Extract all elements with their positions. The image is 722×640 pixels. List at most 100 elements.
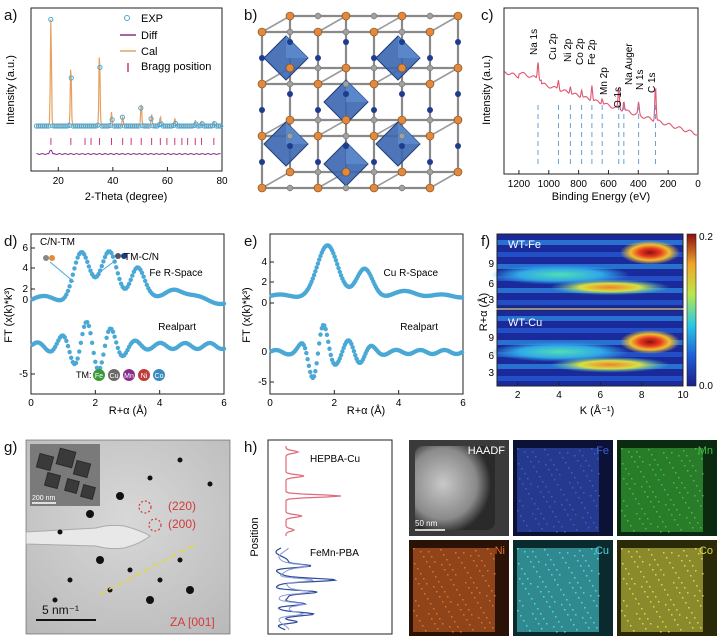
panel-i-map-speckle [452, 569, 454, 571]
panel-f-xtick-label: 10 [677, 390, 689, 401]
panel-i-map-speckle [439, 596, 441, 598]
panel-i-map-speckle [586, 475, 588, 477]
panel-i-map-speckle [530, 461, 532, 463]
panel-a-exp-point [148, 116, 154, 122]
panel-i-element-map [413, 548, 495, 632]
panel-f-ylabel: R+α (Å) [477, 293, 490, 331]
panel-i-map-speckle [585, 460, 587, 462]
panel-b-metal-atom [425, 131, 435, 141]
panel-f-blob [550, 279, 670, 296]
panel-d-real-point [89, 340, 95, 346]
panel-i-map-speckle [665, 604, 667, 606]
panel-i-map-speckle [449, 564, 451, 566]
panel-i-map-speckle [574, 477, 576, 479]
panel-i-map-speckle [695, 448, 697, 450]
panel-i-map-speckle [564, 631, 566, 633]
panel-i-map-speckle [629, 488, 631, 490]
panel-i-map-speckle [427, 598, 429, 600]
panel-d-rspace-point [221, 301, 227, 306]
panel-b-metal-atom [313, 79, 323, 89]
panel-d-real-point [62, 335, 67, 340]
panel-i-map-speckle [642, 623, 644, 625]
panel-i-map-speckle [685, 502, 687, 504]
panel-e-frame [269, 233, 464, 395]
panel-i-map-speckle [473, 582, 475, 584]
panel-i-map-speckle [462, 599, 464, 601]
panel-label-1: b) [244, 7, 257, 24]
panel-a-xtick-label: 60 [162, 176, 174, 187]
panel-i-map-speckle [530, 561, 532, 563]
panel-d-rspace-point [85, 259, 90, 265]
panel-d-xtick-label: 6 [221, 398, 227, 409]
panel-i-map-speckle [463, 552, 465, 554]
panel-e-real-point [338, 352, 344, 358]
panel-e-ytick-label: 0 [261, 347, 267, 358]
panel-i-map-speckle [572, 487, 574, 489]
panel-i-map-speckle [527, 456, 529, 458]
panel-i-map-speckle [625, 568, 627, 570]
panel-b-nitrogen-atom [399, 39, 405, 45]
panel-i-map-speckle [673, 582, 675, 584]
panel-i-map-speckle [687, 570, 689, 572]
panel-i-map-speckle [684, 587, 686, 589]
panel-i-map-speckle [554, 501, 556, 503]
panel-i-map-speckle [540, 491, 542, 493]
panel-c-peak-label: N 1s [635, 69, 646, 90]
panel-label-6: g) [4, 439, 17, 456]
panel-i-map-speckle [537, 608, 539, 610]
panel-i-map-speckle [575, 492, 577, 494]
panel-e-real-point [327, 346, 332, 351]
panel-i-map-speckle [633, 530, 635, 532]
panel-i-map-speckle [626, 483, 628, 485]
panel-i-map-speckle [480, 607, 482, 609]
panel-e-real-point [315, 351, 321, 356]
panel-a-frame [30, 7, 223, 172]
panel-i-map-speckle [556, 569, 558, 571]
panel-e-xtick-label: 2 [332, 398, 338, 409]
panel-g-beam-stop [25, 524, 151, 550]
panel-e-rspace-point [333, 258, 339, 263]
panel-d-frame [30, 233, 225, 395]
panel-i-map-speckle [538, 623, 540, 625]
panel-i-map-speckle [635, 498, 637, 500]
panel-i-map-speckle [528, 493, 530, 495]
panel-i-map-speckle [656, 511, 658, 513]
panel-i-map-speckle [532, 513, 534, 515]
panel-i-map-speckle [593, 500, 595, 502]
panel-i-map-speckle [660, 469, 662, 471]
panel-i-map-speckle [533, 466, 535, 468]
panel-i-element-map [517, 448, 599, 532]
panel-i-map-speckle [647, 618, 649, 620]
panel-e-real-point [323, 326, 328, 332]
panel-f-xtick-label: 8 [639, 390, 645, 401]
panel-a-exp-point [48, 16, 54, 23]
panel-i-scale-label: 50 nm [415, 519, 438, 528]
panel-f-frame [496, 233, 684, 309]
panel-i-map-speckle [460, 631, 462, 633]
panel-i-map-speckle [554, 479, 556, 481]
panel-i-map-speckle [691, 612, 693, 614]
panel-f-band [497, 240, 683, 245]
panel-i-map-speckle [546, 601, 548, 603]
panel-b-metal-atom [397, 115, 407, 125]
panel-b-metal-atom [341, 11, 351, 21]
panel-i-map-speckle [668, 509, 670, 511]
panel-i-map-speckle [686, 617, 688, 619]
panel-b-metal-atom [425, 183, 435, 193]
panel-i-map-speckle [569, 582, 571, 584]
panel-i-map-speckle [577, 582, 579, 584]
panel-i-map-speckle [518, 463, 520, 465]
panel-i-map-speckle [694, 495, 696, 497]
panel-c-peak-label: O 1s [613, 87, 624, 108]
panel-i-map-speckle [533, 566, 535, 568]
panel-i-map-speckle [570, 519, 572, 521]
panel-f-hotspot [620, 240, 680, 265]
panel-b-carbon-atom [314, 116, 322, 124]
panel-e-real-point [302, 346, 308, 351]
panel-i-map-speckle [580, 465, 582, 467]
panel-c-peak-label: Mn 2p [599, 67, 610, 95]
panel-b-metal-atom [313, 131, 323, 141]
panel-i-map-speckle [659, 516, 661, 518]
panel-d-rspace-point [88, 268, 93, 273]
panel-d-rspace-point [83, 255, 88, 260]
